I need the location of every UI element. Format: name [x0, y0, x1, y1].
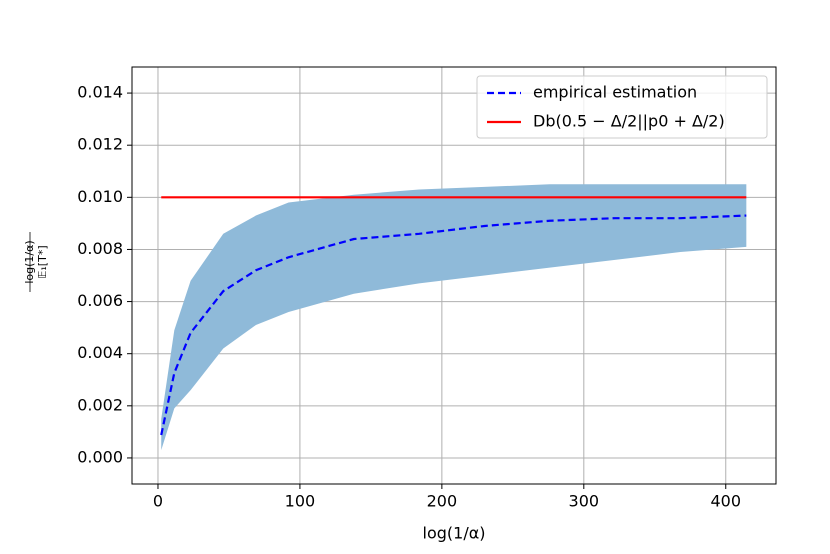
y-tick-label: 0.008: [77, 239, 123, 258]
y-tick-label: 0.000: [77, 447, 123, 466]
x-tick-label: 400: [710, 492, 741, 511]
plot-frame: [131, 66, 777, 485]
x-tick-label: 300: [569, 492, 600, 511]
y-tick-label: 0.006: [77, 291, 123, 310]
x-tick-label: 200: [427, 492, 458, 511]
series-line: [160, 214, 747, 436]
y-tick-label: 0.012: [77, 135, 123, 154]
y-tick-label: 0.004: [77, 343, 123, 362]
y-tick-label: 0.002: [77, 395, 123, 414]
x-axis-label: log(1/α): [423, 524, 486, 543]
confidence-band: [161, 184, 747, 451]
legend-box: [476, 75, 768, 139]
y-axis-label-numerator: log(1/α): [23, 240, 36, 283]
legend-label: Db(0.5 − Δ/2||p0 + Δ/2): [533, 112, 725, 131]
y-tick-label: 0.010: [77, 187, 123, 206]
legend-label: empirical estimation: [533, 83, 697, 102]
x-tick-label: 100: [285, 492, 316, 511]
y-axis-label-denominator: 𝔼₁[T*]: [36, 245, 49, 278]
y-tick-label: 0.014: [77, 83, 123, 102]
x-tick-label: 0: [153, 492, 163, 511]
